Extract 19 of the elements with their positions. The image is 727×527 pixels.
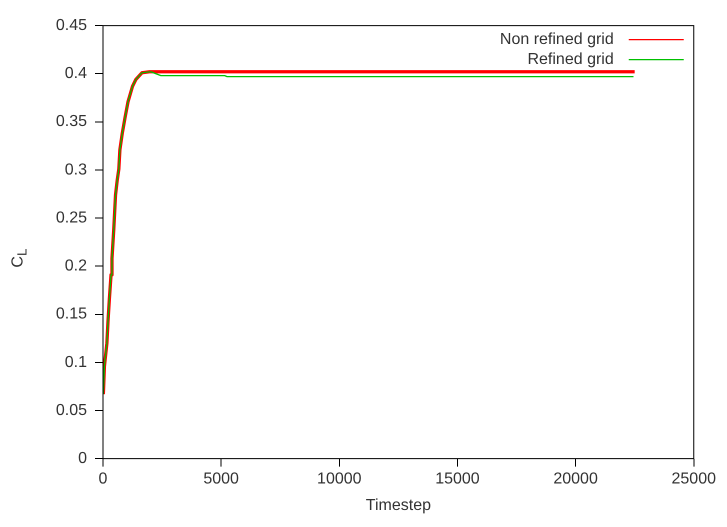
x-axis-title: Timestep: [366, 496, 432, 514]
y-tick-label: 0.35: [56, 113, 88, 130]
y-tick-label: 0.25: [56, 209, 88, 226]
y-tick-label: 0.1: [64, 354, 88, 371]
x-tick-label: 20000: [553, 470, 598, 488]
y-tick-label: 0: [78, 450, 88, 468]
y-tick-label: 0.45: [56, 17, 88, 34]
x-tick-label: 0: [98, 470, 108, 488]
legend-label: Non refined grid: [500, 31, 614, 48]
y-tick-label: 0.15: [56, 306, 88, 323]
x-tick-label: 10000: [317, 470, 362, 488]
y-tick-label: 0.3: [64, 161, 88, 178]
x-tick-label: 5000: [203, 470, 240, 488]
legend-label: Refined grid: [527, 51, 614, 68]
x-tick-label: 15000: [435, 470, 480, 488]
y-tick-label: 0.05: [56, 402, 88, 419]
y-tick-label: 0.4: [64, 65, 88, 82]
x-tick-label: 25000: [672, 470, 716, 488]
y-tick-label: 0.2: [64, 258, 88, 275]
